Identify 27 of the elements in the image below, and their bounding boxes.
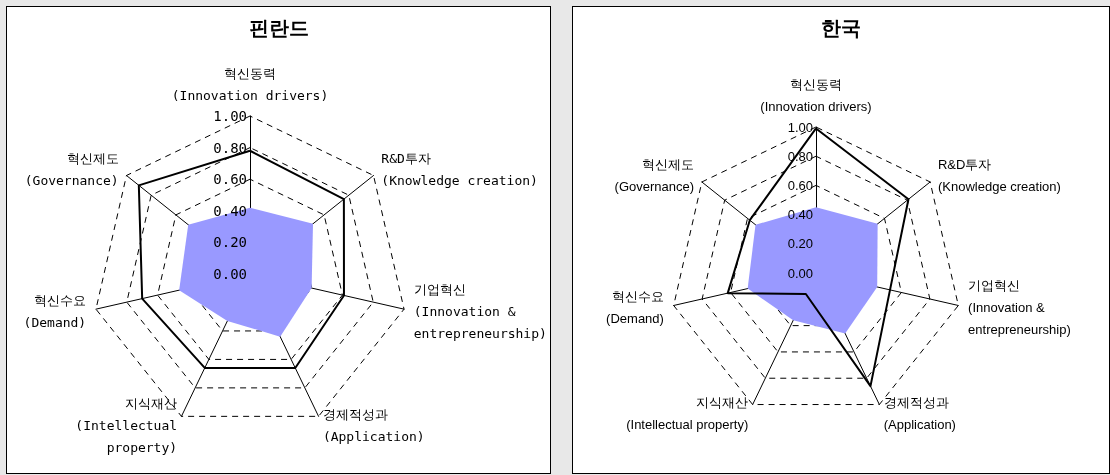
- spoke-label: 지식재산 (Intellectual property): [626, 395, 749, 433]
- spoke-label: 혁신동력 (Innovation drivers): [760, 76, 872, 114]
- spoke-label: R&D투자 (Knowledge creation): [381, 150, 538, 188]
- y-tick-label: 1.00: [213, 108, 247, 124]
- spoke-label: 혁신제도 (Governance): [24, 150, 119, 188]
- spoke-label: 기업혁신 (Innovation & entrepreneurship): [968, 278, 1071, 338]
- y-tick-label: 0.40: [213, 202, 247, 219]
- y-tick-label: 0.60: [787, 177, 813, 193]
- y-tick-label: 0.00: [787, 265, 813, 281]
- spoke-label: R&D투자 (Knowledge creation): [937, 157, 1061, 195]
- spoke-label: 혁신수요 (Demand): [606, 289, 664, 327]
- y-tick-label: 0.60: [213, 171, 247, 188]
- chart-title: 핀란드: [248, 17, 309, 39]
- spoke-label: 기업혁신 (Innovation & entrepreneurship): [413, 281, 547, 341]
- spoke-label: 혁신수요 (Demand): [23, 292, 87, 330]
- y-tick-label: 0.40: [787, 207, 813, 223]
- y-tick-label: 0.20: [213, 234, 247, 251]
- y-tick-label: 0.20: [787, 236, 813, 252]
- y-tick-label: 1.00: [787, 119, 813, 135]
- spoke-label: 경제적성과 (Application): [322, 406, 425, 444]
- spoke-label: 경제적성과 (Application): [883, 395, 956, 433]
- chart-title: 한국: [821, 17, 861, 39]
- y-tick-label: 0.00: [213, 266, 247, 282]
- y-tick-label: 0.80: [213, 139, 247, 156]
- spoke-label: 혁신동력 (Innovation drivers): [171, 65, 329, 103]
- spoke-label: 혁신제도 (Governance): [614, 157, 695, 195]
- spoke-label: 지식재산 (Intellectual property): [75, 395, 178, 455]
